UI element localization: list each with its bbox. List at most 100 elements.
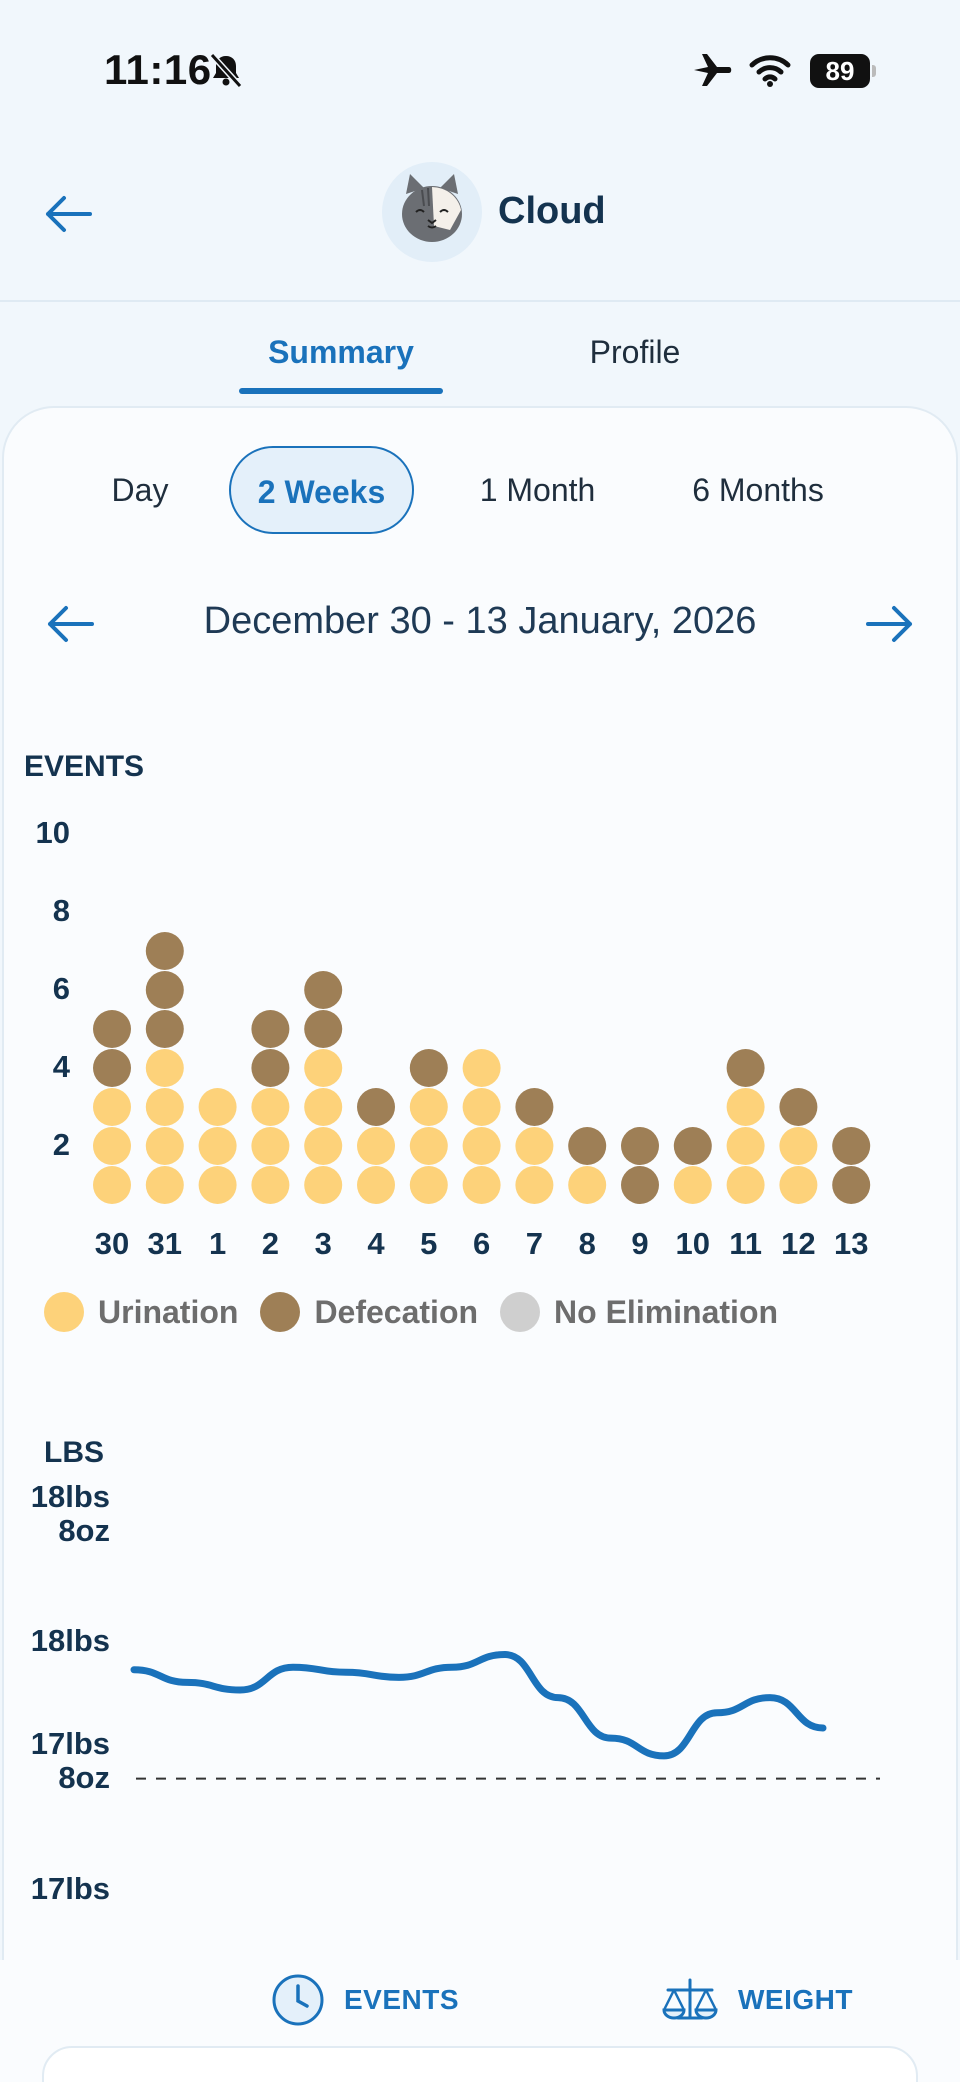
event-dot-urination (409, 1127, 448, 1165)
event-dot-urination (357, 1166, 395, 1204)
nav-weight-button[interactable]: WEIGHT (660, 1968, 853, 2032)
nav-weight-label: WEIGHT (738, 1984, 853, 2015)
event-dot-defecation (621, 1127, 659, 1165)
events-xtick: 5 (420, 1226, 437, 1261)
battery-level: 89 (810, 54, 870, 88)
battery-icon: 89 (810, 54, 876, 88)
event-dot-urination (145, 1166, 184, 1204)
pet-name: Cloud (498, 190, 606, 232)
event-dot-urination (145, 1049, 184, 1087)
events-ytick: 8 (52, 893, 70, 928)
event-dot-urination (409, 1166, 448, 1204)
event-dot-defecation (832, 1127, 871, 1165)
event-dot-urination (93, 1088, 131, 1126)
no-elimination-swatch (500, 1292, 541, 1332)
event-dot-urination (673, 1166, 712, 1204)
events-chart-title: EVENTS (24, 750, 145, 783)
events-ytick: 4 (52, 1049, 70, 1084)
event-dot-urination (198, 1166, 237, 1204)
event-dot-urination (198, 1088, 237, 1126)
weight-line (130, 1651, 827, 1760)
wifi-icon (749, 55, 791, 87)
events-ytick: 6 (52, 971, 70, 1006)
scale-icon (662, 1978, 718, 2020)
events-xtick: 30 (95, 1226, 129, 1261)
previous-period-button[interactable] (40, 596, 100, 652)
event-dot-urination (357, 1127, 395, 1165)
bell-slash-icon (209, 52, 243, 89)
range-day-button[interactable]: Day (111, 472, 169, 508)
events-xtick: 1 (209, 1226, 226, 1261)
nav-events-label: EVENTS (344, 1984, 460, 2015)
tab-summary[interactable]: Summary (268, 334, 414, 370)
legend-urination: Urination (44, 1292, 238, 1332)
nav-events-button[interactable]: EVENTS (270, 1968, 459, 2032)
event-dot-urination (198, 1127, 237, 1165)
events-xtick: 11 (729, 1226, 762, 1261)
back-button[interactable] (40, 186, 96, 242)
range-6months-button[interactable]: 6 Months (692, 472, 824, 508)
event-dot-urination (779, 1127, 818, 1165)
status-bar: 11:16 89 (0, 0, 960, 140)
event-dot-urination (304, 1127, 343, 1165)
legend-label: No Elimination (554, 1293, 779, 1330)
event-dot-urination (726, 1166, 765, 1204)
weight-ytick: 18lbs 8oz (10, 1480, 110, 1548)
event-dot-defecation (93, 1049, 131, 1087)
event-dot-urination (251, 1127, 290, 1165)
event-dot-defecation (568, 1127, 607, 1165)
event-dot-urination (515, 1127, 554, 1165)
weight-chart (130, 1651, 880, 1780)
event-dot-urination (304, 1049, 343, 1087)
event-dot-defecation (673, 1127, 712, 1165)
event-dot-defecation (145, 971, 184, 1009)
urination-swatch (44, 1292, 84, 1332)
event-dot-urination (93, 1127, 131, 1165)
event-dot-urination (93, 1166, 131, 1204)
range-2weeks-button[interactable]: 2 Weeks (229, 446, 414, 534)
weight-ytick-lbs: 17lbs (30, 1871, 110, 1906)
event-dot-defecation (251, 1049, 290, 1087)
airplane-icon (694, 54, 732, 86)
event-dot-urination (145, 1088, 184, 1126)
legend-no-elimination: No Elimination (500, 1292, 778, 1332)
weight-ytick-oz: 8oz (58, 1513, 110, 1548)
events-xtick: 10 (676, 1226, 710, 1261)
event-dot-defecation (832, 1166, 871, 1204)
events-xtick: 8 (579, 1226, 596, 1261)
event-dot-defecation (357, 1088, 395, 1126)
event-dot-urination (304, 1088, 343, 1126)
bottom-sheet-handle[interactable] (42, 2046, 918, 2082)
event-dot-defecation (779, 1088, 818, 1126)
tab-active-indicator (239, 388, 443, 394)
event-dot-urination (568, 1166, 607, 1204)
event-dot-urination (251, 1088, 290, 1126)
event-dot-defecation (304, 1010, 343, 1048)
events-legend: Urination Defecation No Elimination (44, 1290, 800, 1334)
status-time: 11:16 (104, 46, 212, 93)
avatar[interactable] (382, 162, 482, 262)
event-dot-defecation (145, 932, 184, 970)
events-ytick: 2 (52, 1127, 70, 1162)
event-dot-urination (251, 1166, 290, 1204)
next-period-button[interactable] (860, 596, 920, 652)
events-xtick: 31 (148, 1226, 182, 1261)
event-dot-urination (726, 1127, 765, 1165)
events-xtick: 7 (526, 1226, 543, 1261)
event-dot-defecation (304, 971, 343, 1009)
event-dot-defecation (409, 1049, 448, 1087)
event-dot-urination (462, 1166, 501, 1204)
event-dot-defecation (621, 1166, 659, 1204)
events-ytick: 10 (35, 815, 70, 850)
events-xtick: 13 (834, 1226, 868, 1261)
date-range-label: December 30 - 13 January, 2026 (203, 600, 757, 642)
event-dot-urination (726, 1088, 765, 1126)
cat-face-icon (402, 174, 462, 242)
event-dot-defecation (515, 1088, 554, 1126)
tab-profile[interactable]: Profile (589, 334, 681, 370)
weight-ytick-lbs: 17lbs (30, 1726, 110, 1761)
legend-label: Defecation (314, 1293, 479, 1330)
legend-label: Urination (98, 1293, 239, 1330)
weight-ytick: 17lbs (10, 1872, 110, 1906)
range-1month-button[interactable]: 1 Month (479, 472, 596, 508)
